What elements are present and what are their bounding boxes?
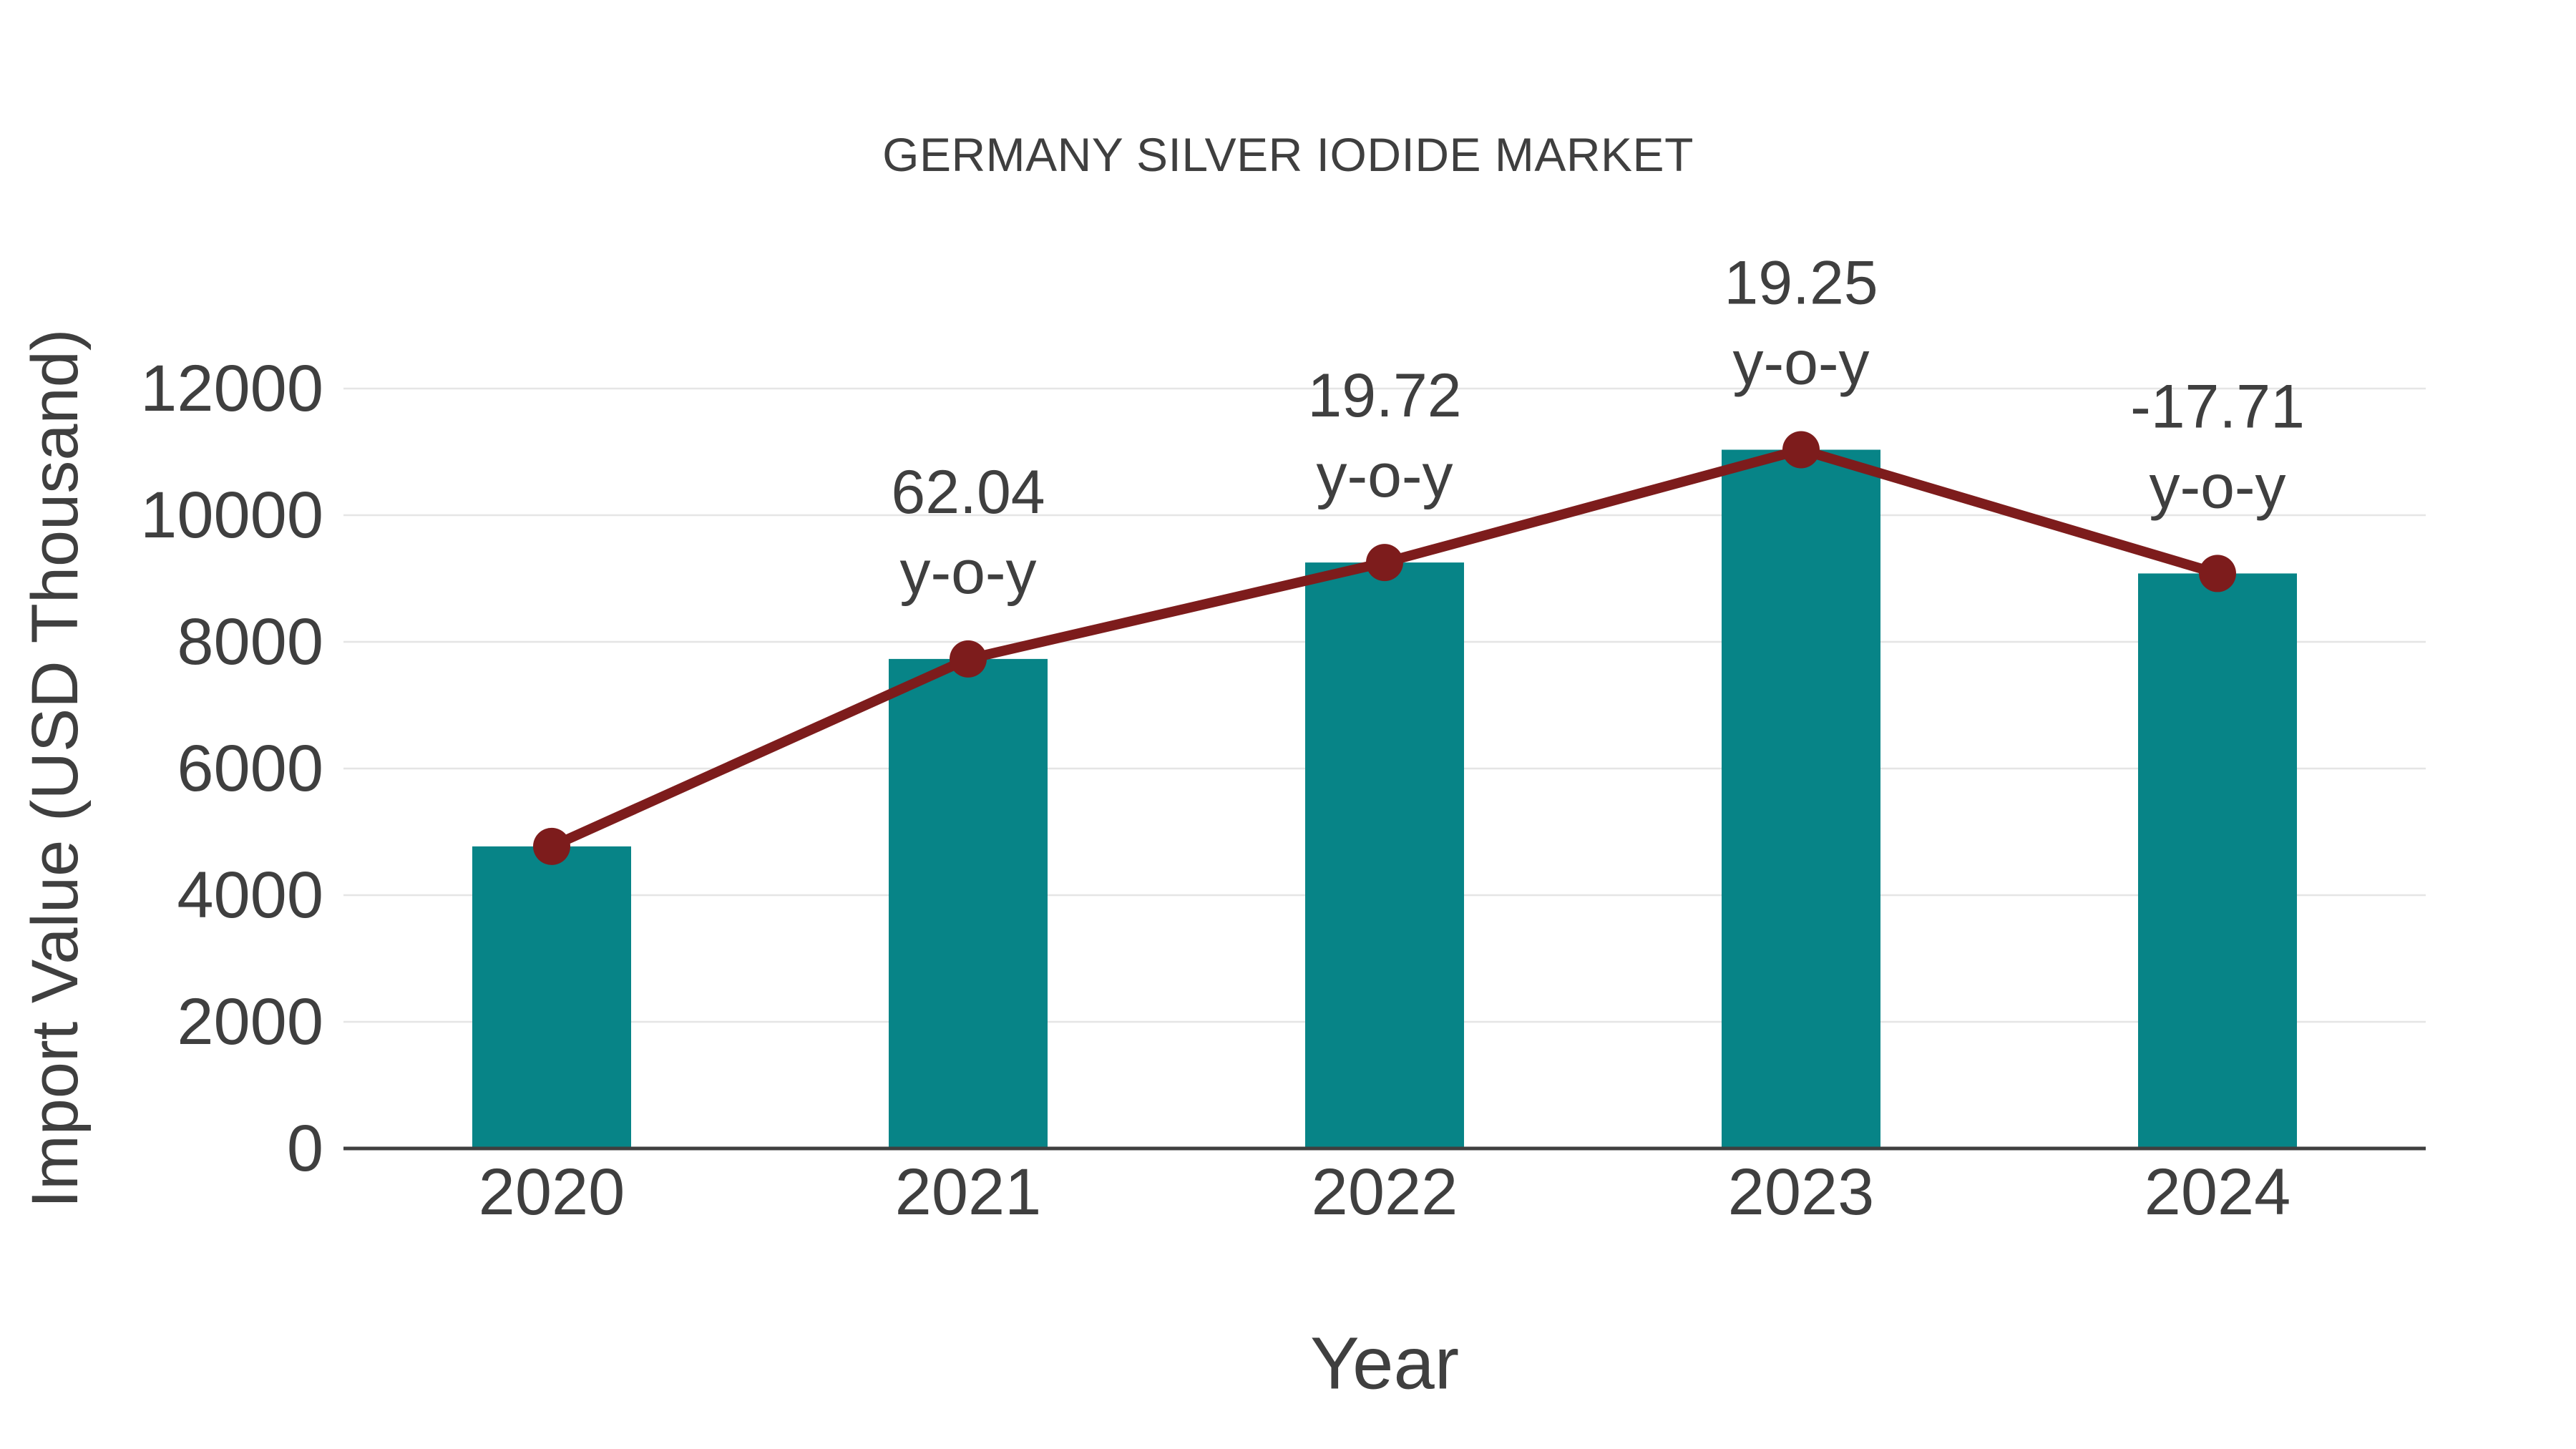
annotation-yoy-value-2023: 19.25	[1724, 248, 1878, 317]
y-tick-label-4000: 4000	[177, 859, 323, 932]
x-tick-label-2021: 2021	[895, 1156, 1042, 1229]
annotation-yoy-label-2022: y-o-y	[1316, 441, 1453, 510]
x-tick-label-2023: 2023	[1728, 1156, 1875, 1229]
annotation-yoy-label-2023: y-o-y	[1732, 328, 1869, 397]
data-point-2022	[1366, 544, 1403, 582]
bar-2022	[1305, 562, 1464, 1148]
bars-group	[472, 449, 2297, 1148]
bar-2023	[1722, 449, 1880, 1148]
x-tick-label-2024: 2024	[2145, 1156, 2291, 1229]
y-tick-label-12000: 12000	[140, 352, 323, 425]
data-point-2020	[533, 827, 570, 865]
y-tick-label-10000: 10000	[140, 479, 323, 552]
data-point-2024	[2199, 555, 2236, 592]
data-point-2023	[1782, 431, 1820, 469]
y-tick-label-2000: 2000	[177, 985, 323, 1058]
annotation-yoy-label-2021: y-o-y	[899, 538, 1036, 607]
chart-title: GERMANY SILVER IODIDE MARKET	[882, 128, 1694, 181]
annotation-yoy-value-2022: 19.72	[1307, 361, 1461, 430]
y-axis-title: Import Value (USD Thousand)	[19, 329, 92, 1209]
trend-line-group	[533, 431, 2236, 865]
bar-2021	[889, 658, 1048, 1148]
bar-2020	[472, 846, 631, 1148]
bar-2024	[2138, 573, 2297, 1148]
x-tick-label-2020: 2020	[479, 1156, 625, 1229]
annotation-yoy-value-2021: 62.04	[891, 458, 1045, 527]
data-point-2021	[950, 640, 987, 678]
y-tick-label-0: 0	[287, 1112, 323, 1185]
annotations-group: 62.04 y-o-y 19.72 y-o-y 19.25 y-o-y -17.71 y-o-…	[891, 248, 2305, 606]
x-axis-title: Year	[1310, 1322, 1459, 1405]
y-tick-label-8000: 8000	[177, 605, 323, 678]
annotation-yoy-label-2024: y-o-y	[2149, 452, 2285, 521]
annotation-yoy-value-2024: -17.71	[2130, 372, 2305, 441]
x-tick-label-2022: 2022	[1312, 1156, 1458, 1229]
y-tick-label-6000: 6000	[177, 732, 323, 805]
tick-labels-group: 0 2000 4000 6000 8000 10000 12000 2020 2021 2022 2…	[140, 352, 2290, 1229]
